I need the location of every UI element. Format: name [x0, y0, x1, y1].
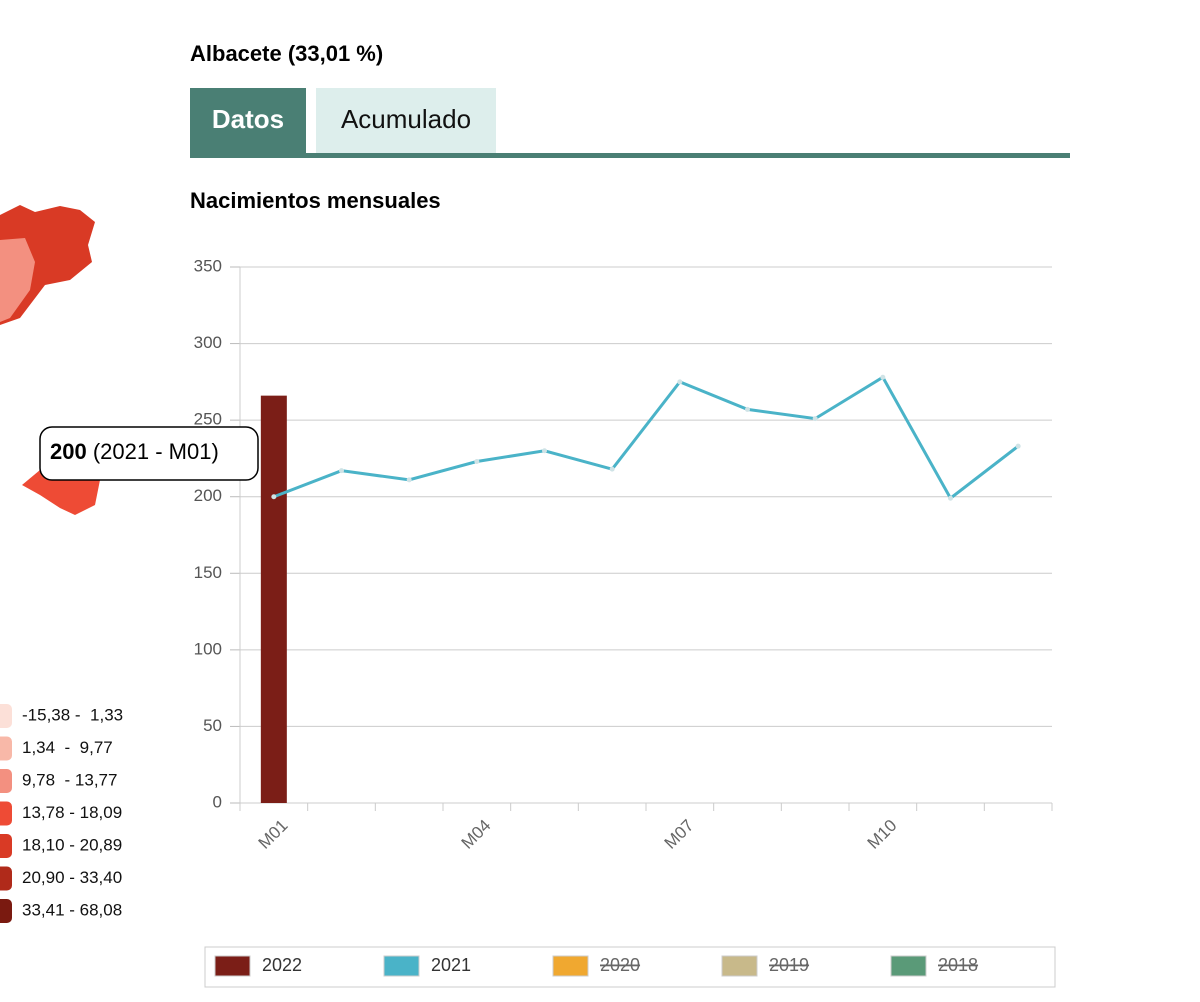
point	[677, 379, 683, 385]
x-tick-label: M10	[864, 816, 901, 853]
x-tick-label: M01	[255, 816, 292, 853]
point	[271, 494, 277, 500]
y-tick-label: 150	[194, 563, 222, 582]
tooltip-detail: (2021 - M01)	[93, 439, 219, 464]
chart-title: Nacimientos mensuales	[190, 188, 441, 213]
map-legend-label: -15,38 - 1,33	[22, 705, 123, 724]
map-legend-swatch	[0, 736, 12, 761]
point	[1015, 443, 1021, 449]
point	[812, 416, 818, 422]
legend-label[interactable]: 2019	[769, 955, 809, 975]
tooltip-box	[39, 426, 259, 481]
x-tick-label: M07	[661, 816, 698, 853]
legend-label[interactable]: 2021	[431, 955, 471, 975]
tab-label[interactable]: Datos	[212, 104, 284, 134]
y-tick-label: 250	[194, 410, 222, 429]
legend-swatch[interactable]	[383, 955, 420, 977]
legend-swatch[interactable]	[552, 955, 589, 977]
tab-label[interactable]: Acumulado	[341, 104, 471, 134]
tab[interactable]	[316, 88, 496, 154]
map-legend-label: 20,90 - 33,40	[22, 868, 122, 887]
tooltip: 200 (2021 - M01)	[39, 426, 259, 481]
y-tick-label: 0	[213, 792, 222, 811]
point	[745, 406, 750, 412]
point	[542, 448, 547, 454]
map-legend-label: 1,34 - 9,77	[22, 738, 113, 757]
point	[339, 468, 344, 474]
map-legend-label: 33,41 - 68,08	[22, 900, 122, 919]
map-legend-label: 9,78 - 13,77	[22, 770, 117, 789]
tab-underline	[190, 153, 1070, 158]
legend-swatch[interactable]	[721, 955, 758, 977]
point	[474, 458, 480, 464]
point	[948, 495, 953, 501]
line	[273, 375, 1020, 501]
map-legend-swatch	[0, 801, 12, 826]
tooltip-text: 200 (2021 - M01)	[50, 439, 219, 464]
point	[609, 466, 615, 472]
point	[880, 374, 886, 380]
tab[interactable]	[190, 88, 306, 154]
map-legend-swatch	[0, 899, 12, 923]
map	[0, 205, 100, 515]
map-legend-label: 13,78 - 18,09	[22, 803, 122, 822]
map-region	[0, 238, 35, 322]
y-tick-label: 50	[203, 716, 222, 735]
tooltip-value: 200	[50, 439, 87, 464]
legend-swatch[interactable]	[890, 955, 927, 977]
legend-swatch[interactable]	[214, 955, 251, 977]
page-title: Albacete (33,01 %)	[190, 41, 383, 66]
legend-label[interactable]: 2018	[938, 955, 978, 975]
y-tick-label: 200	[194, 486, 222, 505]
x-tick-label: M04	[458, 816, 495, 853]
map-legend-swatch	[0, 704, 12, 728]
legend-label[interactable]: 2022	[262, 955, 302, 975]
map-legend-swatch	[0, 769, 12, 793]
map-legend-swatch	[0, 866, 12, 891]
map-legend-swatch	[0, 834, 12, 858]
y-tick-label: 300	[194, 333, 222, 352]
bar	[260, 395, 287, 803]
map-legend-label: 18,10 - 20,89	[22, 835, 122, 854]
legend-label[interactable]: 2020	[600, 955, 640, 975]
point	[406, 477, 412, 483]
y-tick-label: 350	[194, 256, 222, 275]
y-tick-label: 100	[194, 639, 222, 658]
